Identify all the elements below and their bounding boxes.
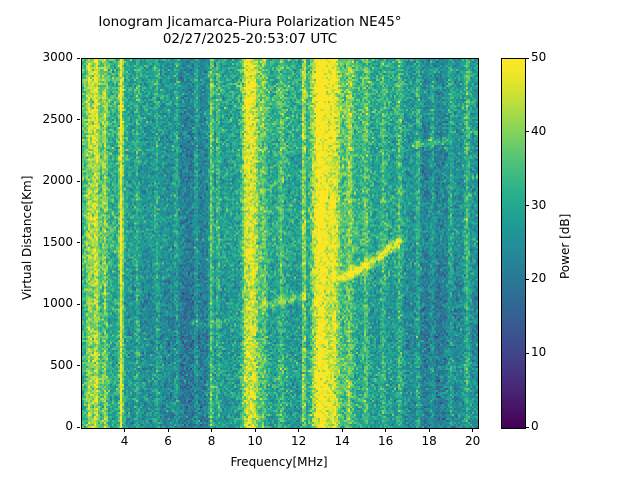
colorbar — [501, 58, 526, 429]
colorbar-tick-mark — [525, 57, 529, 59]
y-axis-label: Virtual Distance[Km] — [20, 175, 34, 300]
x-axis-label: Frequency[MHz] — [230, 455, 328, 469]
y-tick-label: 1500 — [42, 234, 73, 249]
x-tick-label: 14 — [334, 434, 350, 448]
colorbar-tick-label: 50 — [531, 50, 547, 64]
title-line-1: Ionogram Jicamarca-Piura Polarization NE… — [98, 14, 402, 30]
x-tick-mark — [428, 428, 430, 432]
colorbar-gradient — [502, 59, 525, 428]
y-tick-mark — [76, 242, 80, 243]
x-tick-label: 8 — [207, 434, 216, 448]
x-tick-label: 16 — [377, 434, 394, 448]
x-tick-mark — [167, 428, 169, 432]
x-tick-label: 18 — [421, 434, 437, 448]
colorbar-tick-mark — [525, 131, 529, 133]
x-tick-mark — [341, 428, 343, 432]
colorbar-tick-mark — [525, 278, 529, 280]
y-tick-label: 1000 — [42, 296, 73, 310]
colorbar-tick-label: 30 — [531, 197, 547, 212]
x-tick-mark — [211, 428, 213, 432]
x-tick-mark — [124, 428, 126, 432]
colorbar-tick-mark — [525, 426, 529, 428]
plot-axes — [81, 58, 479, 429]
x-tick-mark — [254, 428, 256, 432]
colorbar-tick-label: 0 — [531, 419, 539, 433]
x-tick-label: 4 — [120, 434, 129, 448]
colorbar-tick-label: 10 — [531, 345, 547, 360]
colorbar-tick-mark — [525, 352, 529, 354]
y-tick-mark — [76, 426, 80, 428]
x-tick-mark — [472, 428, 474, 432]
x-tick-mark — [385, 428, 387, 432]
x-tick-label: 20 — [465, 434, 481, 448]
y-tick-mark — [76, 119, 80, 120]
colorbar-tick-label: 20 — [531, 271, 547, 286]
colorbar-tick-label: 40 — [531, 123, 547, 138]
title-line-2: 02/27/2025-20:53:07 UTC — [162, 31, 338, 47]
y-tick-label: 2000 — [42, 173, 73, 187]
y-tick-label: 3000 — [42, 50, 73, 64]
x-tick-label: 10 — [247, 434, 263, 448]
y-tick-mark — [76, 57, 80, 59]
y-tick-mark — [76, 180, 80, 182]
y-tick-mark — [76, 303, 80, 305]
colorbar-tick-mark — [525, 205, 529, 207]
x-tick-label: 12 — [290, 434, 307, 448]
x-tick-label: 6 — [164, 434, 172, 448]
y-tick-label: 0 — [65, 419, 73, 433]
x-tick-mark — [298, 428, 300, 432]
y-tick-label: 2500 — [42, 111, 73, 126]
figure-title: Ionogram Jicamarca-Piura Polarization NE… — [0, 14, 500, 48]
ionogram-heatmap — [82, 59, 478, 428]
y-tick-mark — [76, 365, 80, 366]
colorbar-label: Power [dB] — [558, 213, 572, 279]
y-tick-label: 500 — [50, 357, 73, 372]
